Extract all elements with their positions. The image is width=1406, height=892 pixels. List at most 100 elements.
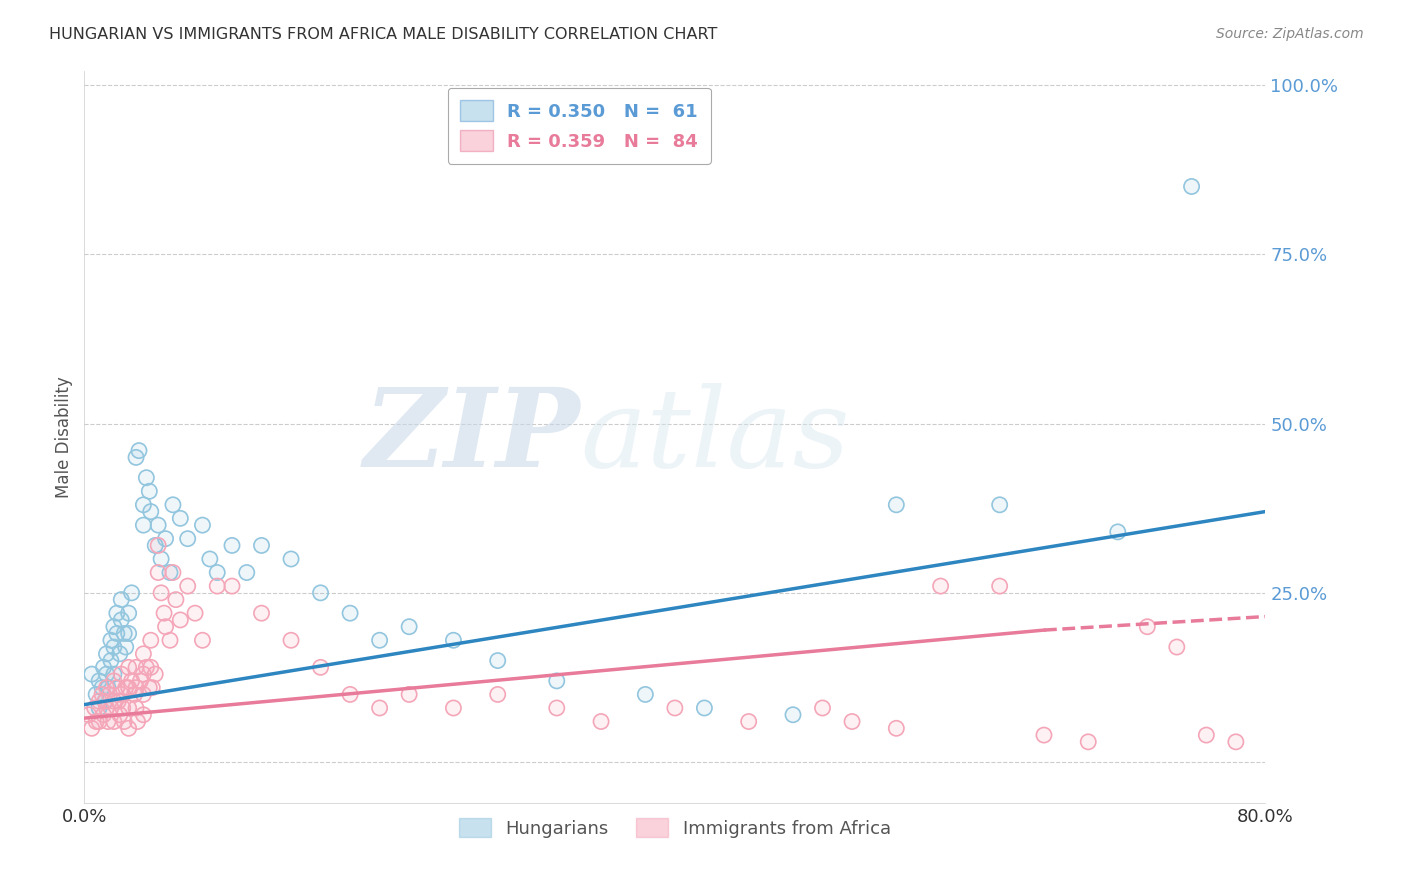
Point (398, 620, 420, 634)
Point (124, 688, 146, 702)
Point (1225, 735, 1247, 749)
Point (91, 688, 114, 702)
Point (339, 606, 361, 620)
Point (398, 688, 420, 702)
Point (150, 586, 173, 600)
Point (207, 566, 229, 580)
Point (150, 586, 173, 600)
Point (96, 667, 118, 681)
Point (103, 640, 125, 654)
Point (177, 579, 200, 593)
Point (1166, 640, 1188, 654)
Point (97, 681, 120, 695)
Point (693, 701, 716, 715)
Point (988, 498, 1011, 512)
Point (112, 714, 135, 729)
Point (368, 701, 391, 715)
Point (110, 592, 132, 607)
Text: Source: ZipAtlas.com: Source: ZipAtlas.com (1216, 27, 1364, 41)
Point (191, 633, 214, 648)
Point (398, 620, 420, 634)
Point (135, 471, 157, 485)
Legend: Hungarians, Immigrants from Africa: Hungarians, Immigrants from Africa (451, 811, 898, 845)
Point (124, 688, 146, 702)
Point (132, 498, 155, 512)
Point (1166, 640, 1188, 654)
Point (118, 701, 141, 715)
Point (103, 620, 125, 634)
Point (128, 443, 150, 458)
Point (108, 707, 131, 722)
Point (250, 538, 273, 552)
Point (1195, 728, 1218, 742)
Point (141, 681, 163, 695)
Point (309, 660, 332, 674)
Point (103, 640, 125, 654)
Point (103, 714, 125, 729)
Point (138, 681, 160, 695)
Point (143, 538, 166, 552)
Point (93, 707, 115, 722)
Point (155, 620, 177, 634)
Point (80, 667, 103, 681)
Point (132, 518, 155, 533)
Point (110, 592, 132, 607)
Point (191, 633, 214, 648)
Point (105, 681, 128, 695)
Point (1107, 524, 1129, 539)
Point (177, 579, 200, 593)
Point (112, 714, 135, 729)
Point (169, 511, 191, 525)
Point (141, 681, 163, 695)
Point (132, 667, 155, 681)
Point (250, 606, 273, 620)
Point (132, 518, 155, 533)
Point (148, 518, 170, 533)
Point (169, 613, 191, 627)
Point (97, 714, 120, 729)
Point (169, 511, 191, 525)
Point (139, 505, 162, 519)
Point (1136, 620, 1159, 634)
Point (184, 606, 207, 620)
Point (94, 694, 117, 708)
Point (105, 606, 128, 620)
Point (443, 633, 465, 648)
Point (128, 443, 150, 458)
Point (112, 626, 135, 640)
Point (107, 694, 129, 708)
Point (98, 688, 121, 702)
Point (155, 532, 177, 546)
Point (108, 647, 131, 661)
Point (139, 633, 162, 648)
Point (159, 633, 181, 648)
Point (129, 673, 152, 688)
Point (1181, 179, 1204, 194)
Point (443, 701, 465, 715)
Point (159, 566, 181, 580)
Point (1225, 735, 1247, 749)
Point (125, 450, 148, 465)
Point (91, 681, 114, 695)
Text: atlas: atlas (581, 384, 851, 491)
Point (87, 714, 111, 729)
Point (132, 707, 155, 722)
Point (96, 667, 118, 681)
Point (1195, 728, 1218, 742)
Point (155, 532, 177, 546)
Point (125, 681, 148, 695)
Point (135, 660, 157, 674)
Point (93, 660, 115, 674)
Point (118, 681, 141, 695)
Point (443, 701, 465, 715)
Point (159, 566, 181, 580)
Point (105, 681, 128, 695)
Point (782, 707, 804, 722)
Point (118, 626, 141, 640)
Point (886, 721, 908, 735)
Point (114, 681, 136, 695)
Point (811, 701, 834, 715)
Point (309, 660, 332, 674)
Point (103, 620, 125, 634)
Point (97, 681, 120, 695)
